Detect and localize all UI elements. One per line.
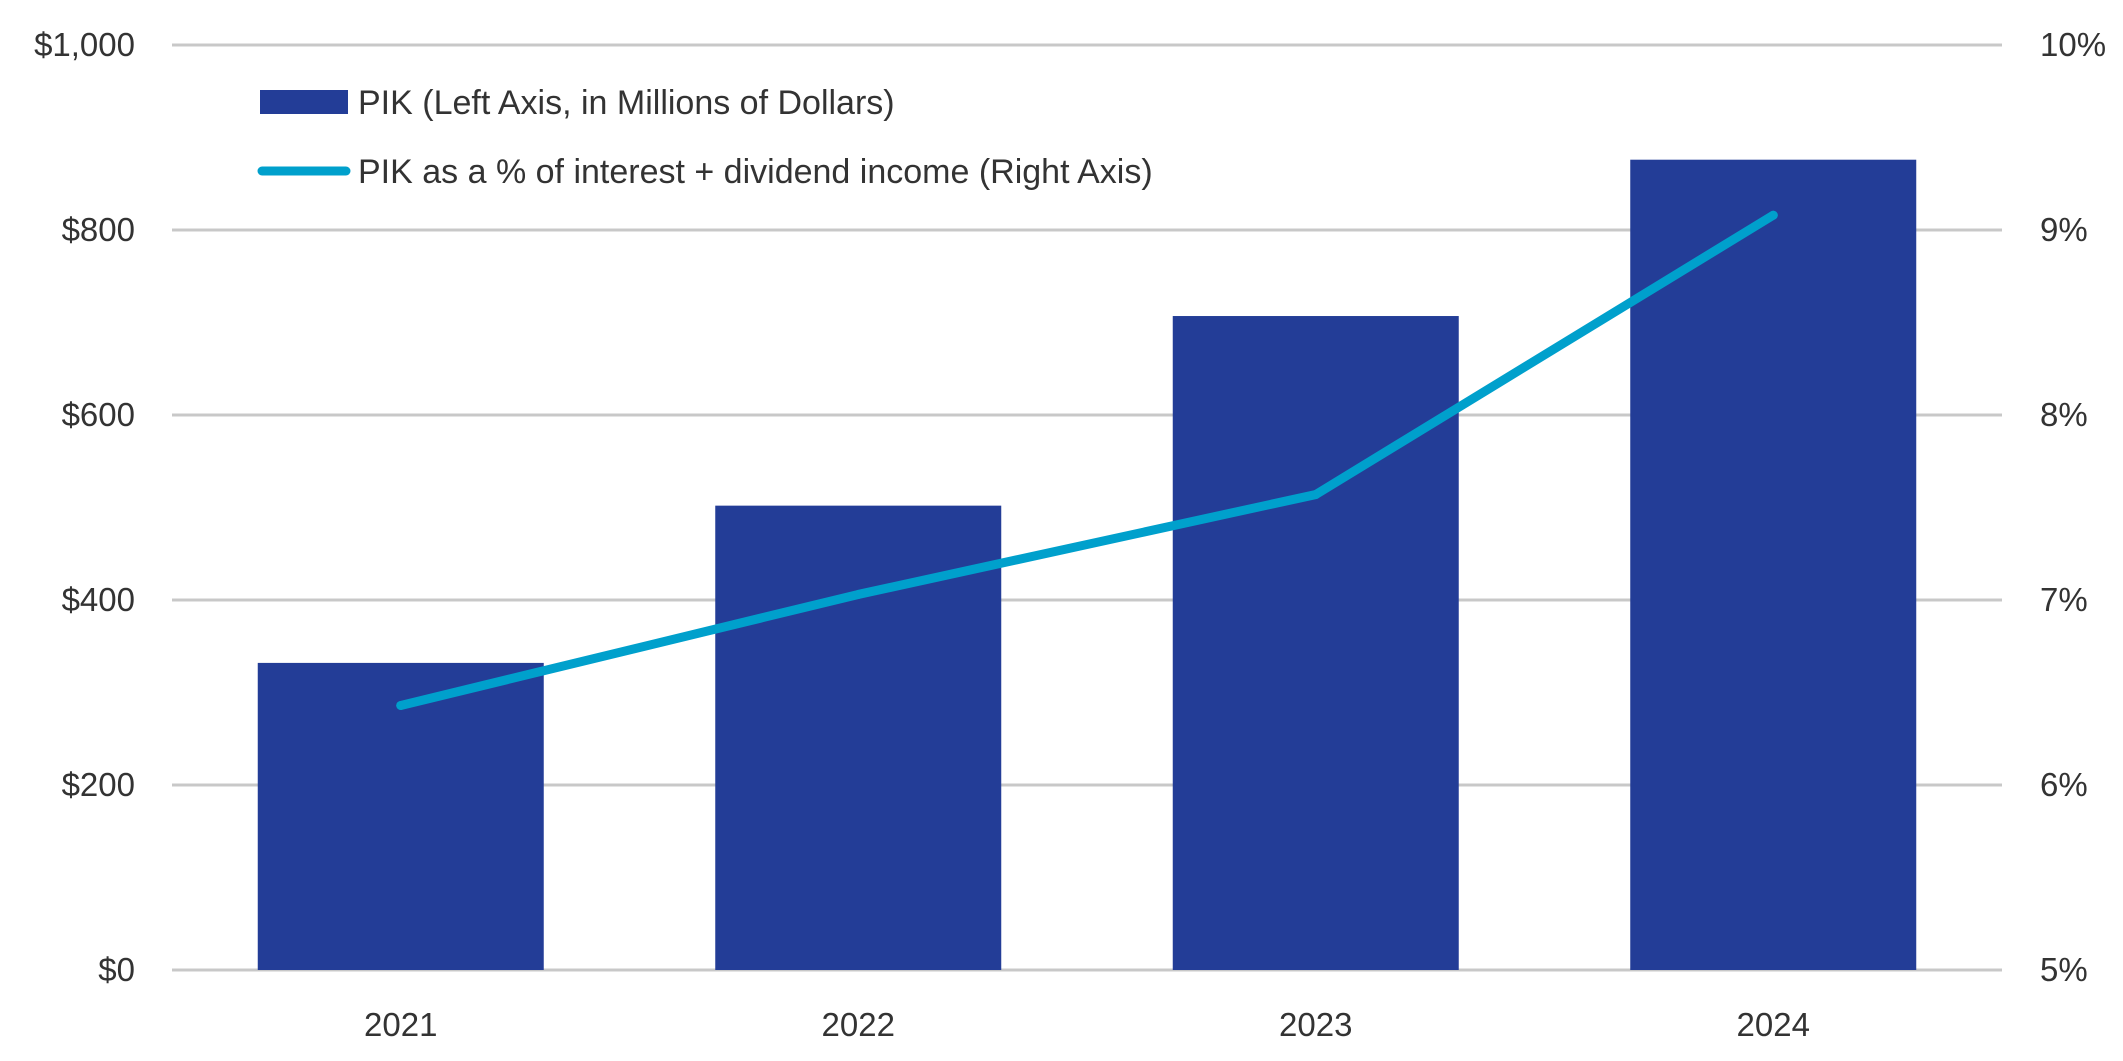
line-point-2024 xyxy=(1768,210,1778,220)
bar-2022 xyxy=(715,505,1002,970)
x-axis-tick-label: 2023 xyxy=(1279,1006,1352,1043)
bar-2021 xyxy=(257,662,544,970)
left-axis-tick-label: $1,000 xyxy=(34,26,135,63)
line-series-path xyxy=(396,210,1778,710)
x-axis-tick-label: 2021 xyxy=(364,1006,437,1043)
left-axis-tick-label: $400 xyxy=(62,581,135,618)
bar-2024 xyxy=(1630,159,1917,970)
right-axis-tick-label: 8% xyxy=(2040,396,2088,433)
line-point-2021 xyxy=(396,700,406,710)
bar-series xyxy=(257,159,1917,970)
right-axis-tick-label: 7% xyxy=(2040,581,2088,618)
right-axis-tick-label: 5% xyxy=(2040,951,2088,988)
legend-bar-label: PIK (Left Axis, in Millions of Dollars) xyxy=(358,84,895,122)
left-axis-tick-label: $800 xyxy=(62,211,135,248)
right-axis-tick-label: 9% xyxy=(2040,211,2088,248)
legend-bar-swatch xyxy=(260,90,348,114)
legend-line-label: PIK as a % of interest + dividend income… xyxy=(358,153,1153,191)
bar-2023 xyxy=(1172,316,1459,970)
x-axis-tick-label: 2024 xyxy=(1737,1006,1810,1043)
right-axis: 5% 6% 7% 8% 9% 10% xyxy=(2040,26,2106,988)
legend: PIK (Left Axis, in Millions of Dollars) … xyxy=(257,84,1153,191)
right-axis-tick-label: 10% xyxy=(2040,26,2106,63)
x-axis-tick-label: 2022 xyxy=(822,1006,895,1043)
left-axis-tick-label: $200 xyxy=(62,766,135,803)
x-axis: 2021 2022 2023 2024 xyxy=(364,1006,1810,1043)
line-point-2022 xyxy=(853,589,863,599)
left-axis: $0 $200 $400 $600 $800 $1,000 xyxy=(34,26,135,988)
left-axis-tick-label: $0 xyxy=(98,951,135,988)
line-point-2023 xyxy=(1311,490,1321,500)
line-series xyxy=(396,210,1778,710)
left-axis-tick-label: $600 xyxy=(62,396,135,433)
right-axis-tick-label: 6% xyxy=(2040,766,2088,803)
